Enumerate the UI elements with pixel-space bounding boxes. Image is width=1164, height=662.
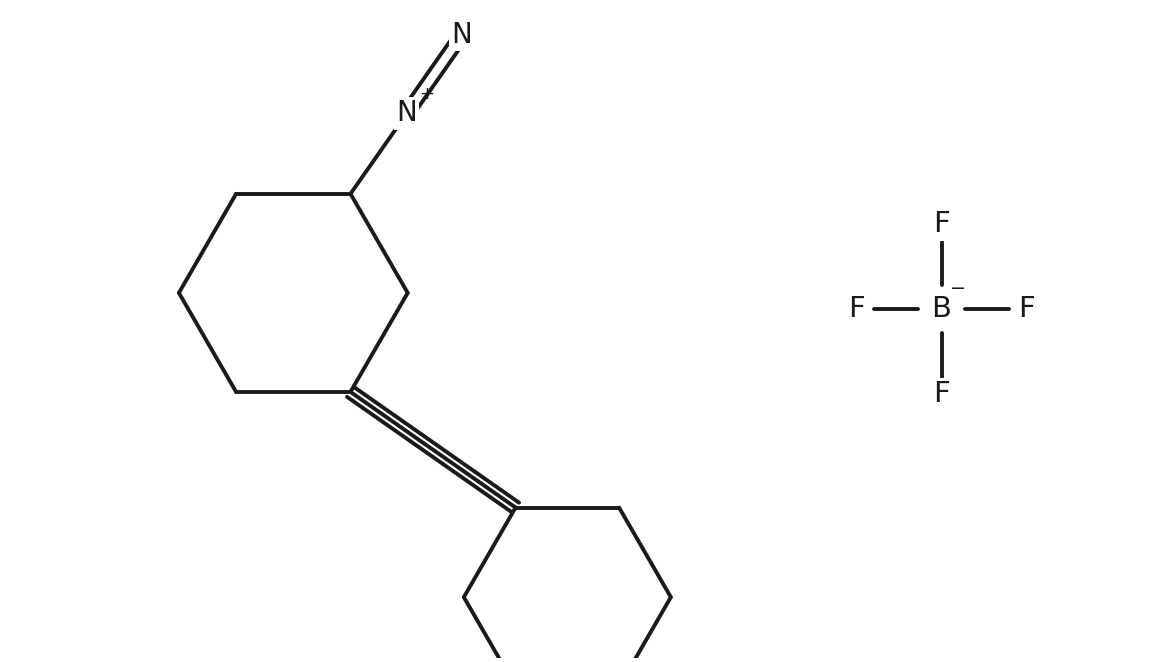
Text: F: F bbox=[934, 380, 950, 408]
Text: N: N bbox=[397, 99, 417, 128]
Text: F: F bbox=[1018, 295, 1035, 323]
Text: B: B bbox=[931, 295, 951, 323]
Text: N: N bbox=[452, 21, 473, 49]
Text: −: − bbox=[950, 279, 966, 298]
Text: F: F bbox=[934, 211, 950, 238]
Text: +: + bbox=[419, 85, 434, 103]
Text: F: F bbox=[849, 295, 865, 323]
